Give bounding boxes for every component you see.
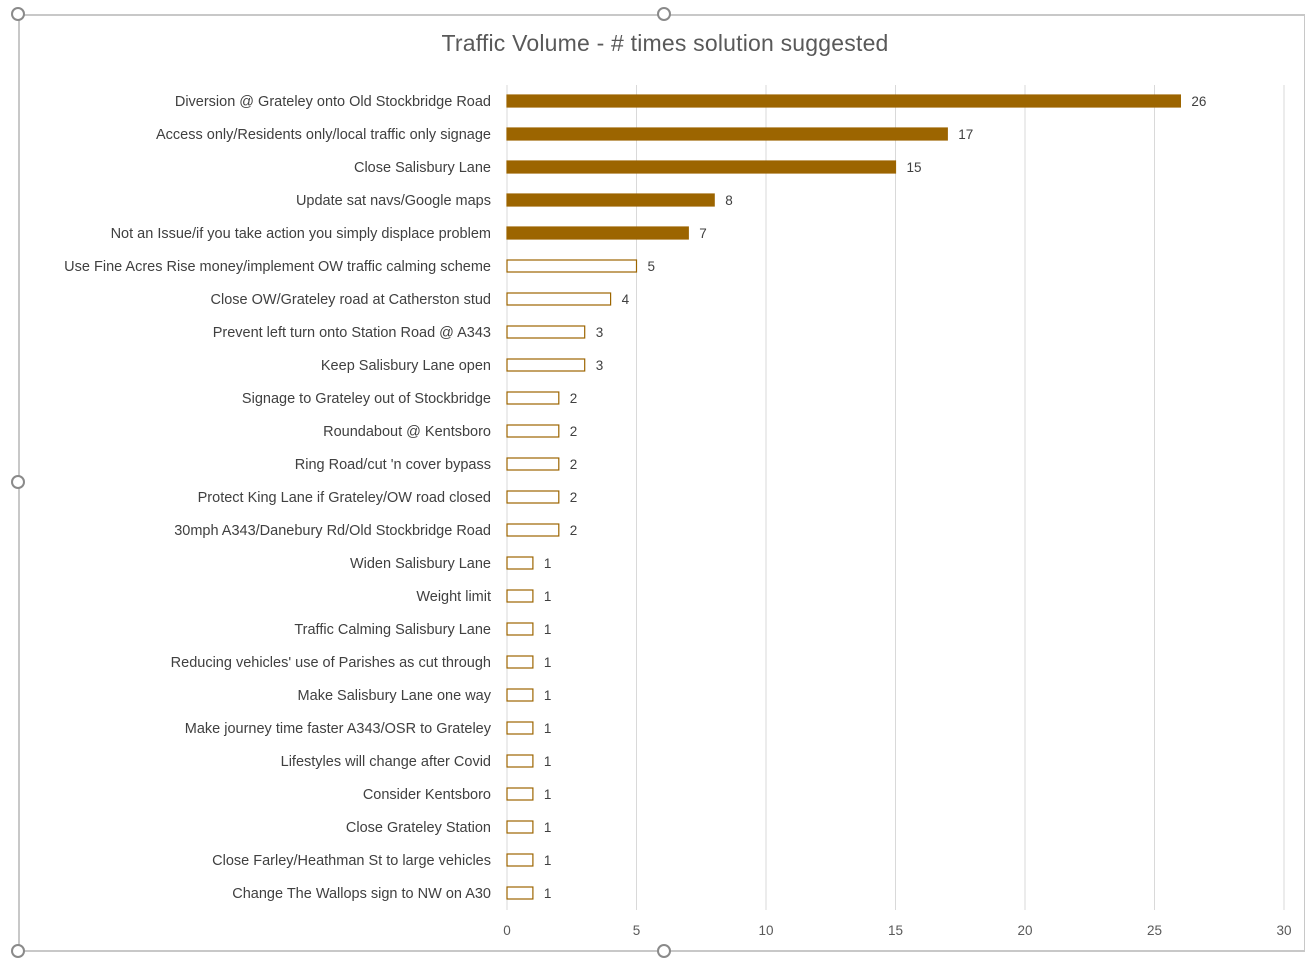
data-label: 8	[725, 193, 733, 208]
data-label: 7	[699, 226, 707, 241]
x-tick-label: 0	[503, 923, 511, 938]
bar[interactable]	[506, 226, 689, 240]
category-label: Make journey time faster A343/OSR to Gra…	[185, 721, 492, 737]
category-label: Close Salisbury Lane	[354, 160, 491, 176]
bar[interactable]	[506, 193, 715, 207]
data-labels: 26 17 15 8 7 5 4 3 3 2 2 2 2 2 1 1 1 1 1 1 1 1 1 1 1	[544, 94, 1207, 901]
bar[interactable]	[506, 259, 638, 273]
data-label: 1	[544, 622, 552, 637]
data-label: 2	[570, 490, 578, 505]
bar[interactable]	[506, 787, 534, 801]
data-label: 5	[648, 259, 656, 274]
gridlines	[506, 85, 1285, 910]
bar[interactable]	[506, 523, 560, 537]
category-label: Close Farley/Heathman St to large vehicl…	[212, 853, 491, 869]
bars	[506, 94, 1182, 900]
x-tick-label: 20	[1017, 923, 1032, 938]
category-label: Update sat navs/Google maps	[296, 193, 491, 209]
bar[interactable]	[506, 457, 560, 471]
category-label: Keep Salisbury Lane open	[321, 358, 491, 374]
category-label: Roundabout @ Kentsboro	[323, 424, 491, 440]
data-label: 1	[544, 820, 552, 835]
data-label: 3	[596, 358, 604, 373]
data-label: 1	[544, 721, 552, 736]
data-label: 1	[544, 655, 552, 670]
bar[interactable]	[506, 94, 1182, 108]
category-label: Ring Road/cut 'n cover bypass	[295, 457, 491, 473]
resize-handle-middle-left[interactable]	[11, 475, 25, 489]
data-label: 3	[596, 325, 604, 340]
bar[interactable]	[506, 160, 897, 174]
category-label: Use Fine Acres Rise money/implement OW t…	[64, 259, 491, 275]
bar[interactable]	[506, 655, 534, 669]
category-label: Consider Kentsboro	[363, 787, 491, 803]
bar[interactable]	[506, 622, 534, 636]
category-label: Prevent left turn onto Station Road @ A3…	[213, 325, 491, 341]
bar[interactable]	[506, 424, 560, 438]
bar[interactable]	[506, 853, 534, 867]
bar[interactable]	[506, 490, 560, 504]
x-tick-label: 15	[888, 923, 903, 938]
data-label: 15	[907, 160, 922, 175]
bar[interactable]	[506, 325, 586, 339]
category-label: Weight limit	[416, 589, 491, 605]
bar[interactable]	[506, 754, 534, 768]
category-label: Not an Issue/if you take action you simp…	[111, 226, 491, 242]
category-label: Signage to Grateley out of Stockbridge	[242, 391, 491, 407]
category-label: Lifestyles will change after Covid	[281, 754, 491, 770]
category-label: Widen Salisbury Lane	[350, 556, 491, 572]
category-label: Reducing vehicles' use of Parishes as cu…	[171, 655, 491, 671]
data-label: 1	[544, 688, 552, 703]
data-label: 1	[544, 754, 552, 769]
category-label: Close Grateley Station	[346, 820, 491, 836]
category-label: 30mph A343/Danebury Rd/Old Stockbridge R…	[174, 523, 491, 539]
x-tick-label: 25	[1147, 923, 1162, 938]
category-label: Make Salisbury Lane one way	[298, 688, 492, 704]
data-label: 1	[544, 556, 552, 571]
data-label: 2	[570, 391, 578, 406]
bar[interactable]	[506, 721, 534, 735]
data-label: 1	[544, 886, 552, 901]
data-label: 4	[622, 292, 630, 307]
resize-handle-bottom-center[interactable]	[657, 944, 671, 958]
chart-title: Traffic Volume - # times solution sugges…	[441, 30, 889, 56]
data-label: 2	[570, 457, 578, 472]
bar[interactable]	[506, 820, 534, 834]
category-label: Diversion @ Grateley onto Old Stockbridg…	[175, 94, 491, 110]
bar[interactable]	[506, 127, 948, 141]
bar[interactable]	[506, 556, 534, 570]
data-label: 2	[570, 424, 578, 439]
bar[interactable]	[506, 292, 612, 306]
x-axis: 0 5 10 15 20 25 30	[503, 923, 1291, 938]
data-label: 1	[544, 589, 552, 604]
data-label: 1	[544, 787, 552, 802]
category-label: Protect King Lane if Grateley/OW road cl…	[198, 490, 491, 506]
data-label: 2	[570, 523, 578, 538]
resize-handle-top-center[interactable]	[657, 7, 671, 21]
data-label: 26	[1191, 94, 1206, 109]
bar[interactable]	[506, 391, 560, 405]
x-tick-label: 30	[1276, 923, 1291, 938]
bar[interactable]	[506, 589, 534, 603]
resize-handle-top-left[interactable]	[11, 7, 25, 21]
bar[interactable]	[506, 886, 534, 900]
x-tick-label: 5	[633, 923, 641, 938]
resize-handle-bottom-left[interactable]	[11, 944, 25, 958]
category-label: Traffic Calming Salisbury Lane	[294, 622, 491, 638]
data-label: 1	[544, 853, 552, 868]
data-label: 17	[958, 127, 973, 142]
category-labels: Diversion @ Grateley onto Old Stockbridg…	[64, 94, 492, 902]
bar[interactable]	[506, 358, 586, 372]
category-label: Close OW/Grateley road at Catherston stu…	[211, 292, 491, 308]
x-tick-label: 10	[758, 923, 773, 938]
category-label: Access only/Residents only/local traffic…	[156, 127, 491, 143]
category-label: Change The Wallops sign to NW on A30	[232, 886, 491, 902]
bar[interactable]	[506, 688, 534, 702]
